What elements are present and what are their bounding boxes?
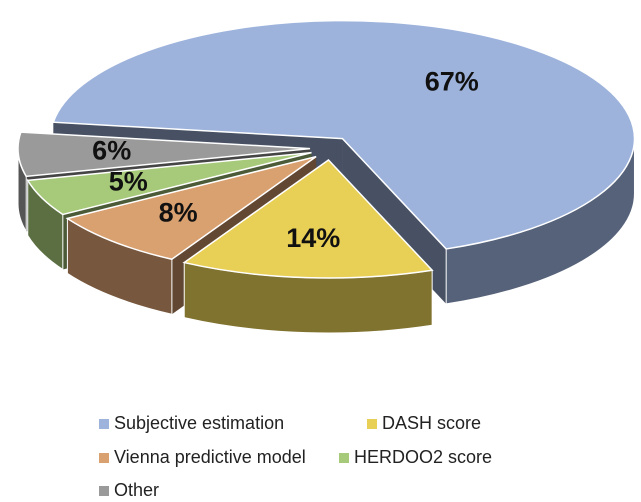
slice-top [17,131,311,178]
legend-label: HERDOO2 score [354,447,492,467]
data-label: 67% [425,66,479,96]
legend-marker [99,419,109,429]
legend-label: DASH score [382,413,481,433]
legend-label: Subjective estimation [114,413,284,433]
legend-marker [339,453,349,463]
slice-top [26,151,312,216]
pie [17,19,636,334]
data-label: 8% [159,197,198,227]
legend-label: Other [114,480,159,500]
legend-marker [99,486,109,496]
slice [182,158,434,334]
slice-top [182,158,434,279]
slice-top [65,155,317,261]
data-label: 6% [92,136,131,166]
data-label: 5% [109,167,148,197]
legend-marker [99,453,109,463]
data-label: 14% [286,223,340,253]
legend-marker [367,419,377,429]
slice-top [52,19,636,250]
legend-label: Vienna predictive model [114,447,306,467]
